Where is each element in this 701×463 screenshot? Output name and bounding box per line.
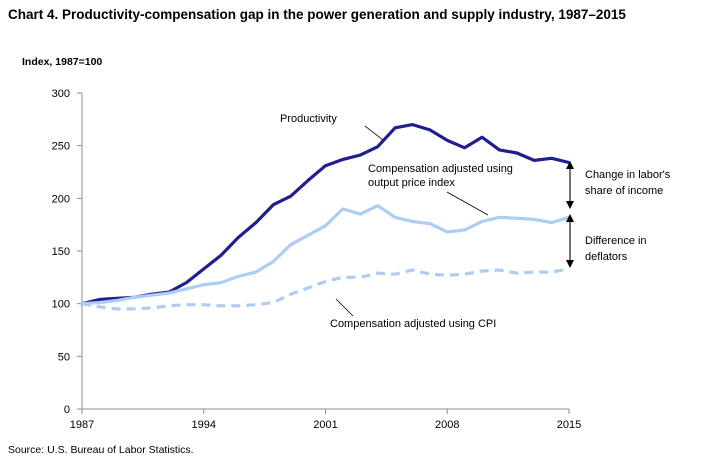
y-tick-label: 300 [52,88,70,100]
series-compensation-output-price [80,204,571,306]
y-tick-label: 50 [58,351,70,363]
label-productivity: Productivity [280,113,337,125]
label-deflator-line1: Difference in [585,235,647,247]
y-tick-label: 150 [52,246,70,258]
source-note: Source: U.S. Bureau of Labor Statistics. [8,444,194,456]
x-tick-label: 1987 [70,419,94,431]
label-deflator-line2: deflators [585,251,628,263]
label-comp-output-line1: Compensation adjusted using [368,163,513,175]
annotations: Productivity Compensation adjusted using… [280,113,671,330]
label-comp-cpi: Compensation adjusted using CPI [330,318,496,330]
leader-comp-cpi [335,298,354,317]
axes: 0 50 100 150 200 250 300 1987 1994 2001 2008 2015 [52,88,582,431]
y-tick-label: 100 [52,299,70,311]
y-tick-label: 0 [64,404,70,416]
label-comp-output-line2: output price index [368,177,455,189]
x-tick-label: 2015 [557,419,581,431]
y-axis-unit-label: Index, 1987=100 [22,56,103,68]
chart-title: Chart 4. Productivity-compensation gap i… [8,7,626,22]
x-tick-label: 1994 [192,419,216,431]
series-productivity [80,122,571,306]
x-tick-label: 2001 [313,419,337,431]
leader-productivity [364,125,384,141]
label-share-line1: Change in labor's [585,169,671,181]
x-tick-label: 2008 [435,419,459,431]
leader-comp-output [446,191,489,216]
series-layer [80,122,571,311]
label-share-line2: share of income [585,185,663,197]
series-compensation-cpi [81,267,570,311]
y-tick-label: 200 [52,193,70,205]
y-tick-label: 250 [52,141,70,153]
